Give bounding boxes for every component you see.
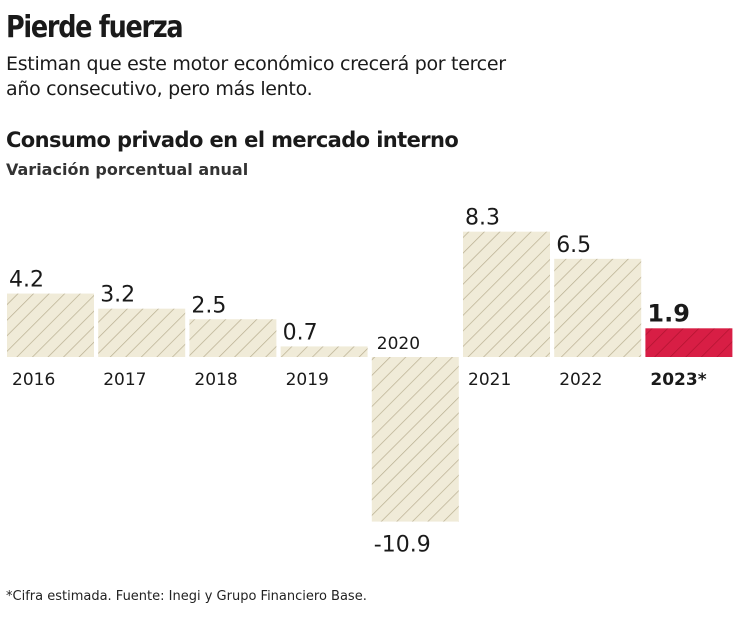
bar-2018 [189,319,277,357]
bar-2022 [554,258,642,357]
bar-2016 [7,293,94,357]
source-note: *Cifra estimada. Fuente: Inegi y Grupo F… [6,589,367,604]
bar-2021 [463,231,550,357]
data-label: 2.5 [191,293,226,318]
data-label: 4.2 [9,268,44,293]
chart-subtitle: Variación porcentual anual [6,160,249,179]
bar-2017 [98,308,186,357]
x-tick-label: 2019 [286,370,329,390]
subheadline: Estiman que este motor económico crecerá… [6,53,506,100]
x-tick-label: 2021 [468,370,511,390]
data-label: 1.9 [647,299,690,327]
x-tick-label: 2023* [650,370,706,390]
data-label: 6.5 [556,233,591,258]
bar-2020 [371,357,459,522]
x-tick-label: 2022 [559,370,602,390]
bar-2023* [645,328,733,357]
bar-2019 [280,346,368,357]
data-label: -10.9 [374,533,431,558]
data-label: 0.7 [283,320,318,345]
headline: Pierde fuerza [6,10,184,45]
data-label: 8.3 [465,206,500,231]
x-tick-label: 2016 [12,370,55,390]
x-tick-label: 2020 [377,334,420,354]
x-tick-label: 2018 [194,370,237,390]
x-tick-label: 2017 [103,370,146,390]
chart-title: Consumo privado en el mercado interno [6,128,459,152]
data-label: 3.2 [100,283,135,308]
